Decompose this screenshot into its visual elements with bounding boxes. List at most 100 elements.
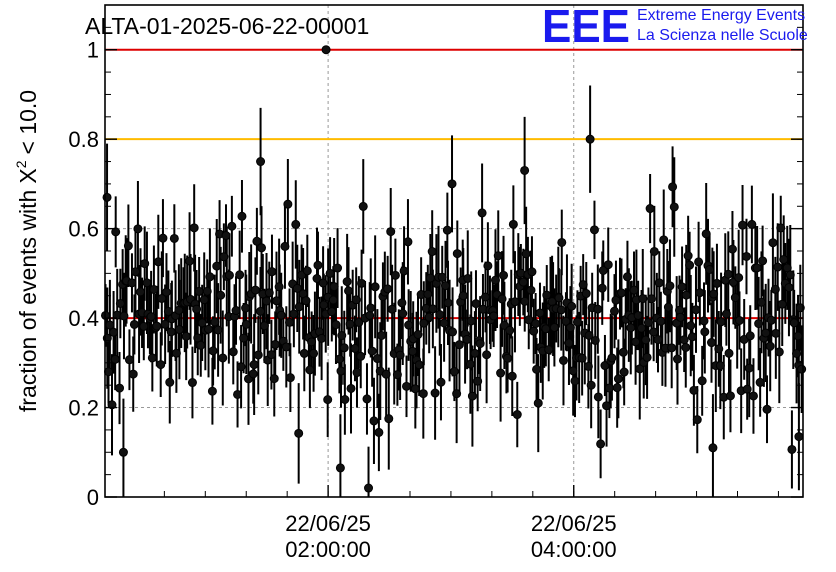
data-point — [725, 391, 735, 401]
data-point — [447, 179, 457, 189]
data-point — [771, 328, 781, 338]
data-point — [362, 394, 372, 404]
data-point — [439, 318, 449, 328]
data-point — [654, 278, 664, 288]
data-point — [236, 362, 246, 372]
data-point — [475, 339, 485, 349]
data-point — [724, 348, 734, 358]
eee-logo: EEE Extreme Energy Events La Scienza nel… — [542, 0, 808, 52]
data-point — [196, 340, 206, 350]
data-point — [115, 383, 125, 393]
data-point — [789, 318, 799, 328]
data-point — [707, 338, 717, 348]
data-point — [219, 252, 229, 262]
data-point — [765, 341, 775, 351]
data-point — [697, 376, 707, 386]
data-point — [777, 299, 787, 309]
data-point — [452, 389, 462, 399]
data-point — [202, 286, 212, 296]
data-point — [367, 346, 377, 356]
data-point — [321, 45, 331, 55]
data-point — [270, 339, 280, 349]
y-tick-label: 0.8 — [68, 127, 99, 152]
data-point — [337, 331, 347, 341]
data-point — [130, 267, 140, 277]
data-point — [397, 298, 407, 308]
data-point — [581, 289, 591, 299]
data-point — [354, 317, 364, 327]
data-point — [216, 290, 226, 300]
data-point — [386, 227, 396, 237]
data-point — [564, 338, 574, 348]
data-point — [115, 298, 125, 308]
data-point — [269, 374, 279, 384]
data-point — [166, 327, 176, 337]
data-point — [377, 330, 387, 340]
data-point — [723, 269, 733, 279]
data-point — [793, 331, 803, 341]
data-point — [596, 439, 606, 449]
data-point — [249, 360, 259, 370]
data-point — [309, 348, 319, 358]
data-point — [256, 157, 266, 167]
data-point — [218, 353, 228, 363]
data-point — [331, 320, 341, 330]
data-point — [299, 348, 309, 358]
data-point — [419, 318, 429, 328]
data-point — [730, 293, 740, 303]
data-point — [210, 317, 220, 327]
data-point — [590, 335, 600, 345]
data-point — [526, 285, 536, 295]
data-point — [629, 285, 639, 295]
y-tick-label: 0.4 — [68, 306, 99, 331]
data-point — [252, 236, 262, 246]
data-point — [356, 351, 366, 361]
data-point — [365, 310, 375, 320]
data-point — [520, 296, 530, 306]
data-point — [305, 365, 315, 375]
data-point — [727, 244, 737, 254]
data-point — [283, 199, 293, 209]
y-axis-label-text: fraction of events with — [15, 190, 41, 412]
data-point — [272, 296, 282, 306]
data-point — [423, 289, 433, 299]
data-point — [665, 281, 675, 291]
data-point — [197, 318, 207, 328]
data-point — [452, 249, 462, 259]
data-point — [489, 311, 499, 321]
data-point — [709, 289, 719, 299]
data-point — [149, 284, 159, 294]
data-point — [280, 241, 290, 251]
data-point — [187, 378, 197, 388]
data-point — [756, 297, 766, 307]
chart-title: ALTA-01-2025-06-22-00001 — [85, 13, 369, 39]
data-point — [470, 348, 480, 358]
data-point — [616, 288, 626, 298]
data-point — [549, 322, 559, 332]
data-point — [467, 391, 477, 401]
data-point — [631, 337, 641, 347]
data-point — [227, 221, 237, 231]
data-point — [443, 298, 453, 308]
x-tick-label-time: 02:00:00 — [285, 537, 371, 562]
data-point — [521, 249, 531, 259]
data-point — [609, 306, 619, 316]
data-point — [139, 321, 149, 331]
data-point — [792, 348, 802, 358]
data-point — [490, 275, 500, 285]
data-point — [668, 182, 678, 192]
data-point — [734, 315, 744, 325]
data-point — [762, 404, 772, 414]
data-point — [325, 268, 335, 278]
data-point — [189, 223, 199, 233]
data-point — [402, 381, 412, 391]
data-point — [383, 284, 393, 294]
data-point — [779, 255, 789, 265]
data-point — [384, 414, 394, 424]
data-point — [712, 278, 722, 288]
data-point — [510, 297, 520, 307]
y-axis-label-symbol: X — [15, 168, 41, 183]
data-point — [233, 389, 243, 399]
data-point — [171, 348, 181, 358]
